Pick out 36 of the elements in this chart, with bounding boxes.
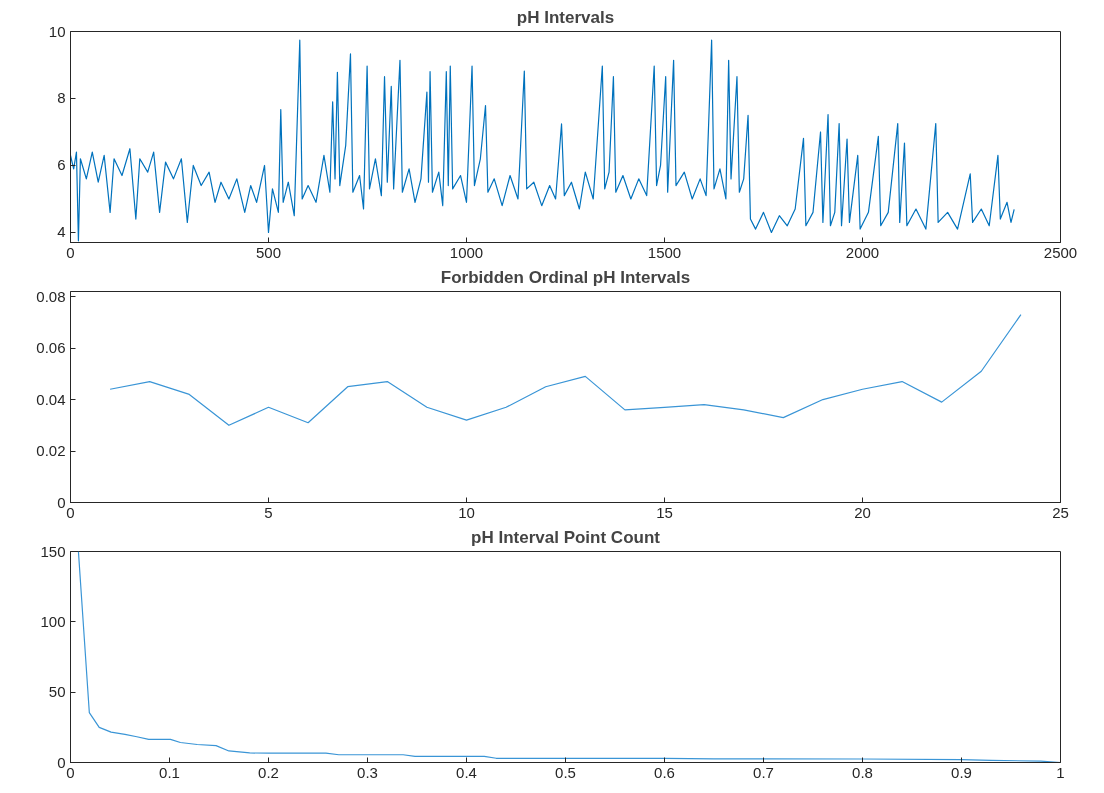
- x-tick-label: 0.3: [357, 763, 378, 781]
- x-tick-label: 10: [458, 503, 475, 521]
- x-tick-label: 0.4: [456, 763, 477, 781]
- x-tick-label: 500: [255, 243, 282, 261]
- chart-title: pH Interval Point Count: [471, 527, 661, 547]
- line-series: [109, 314, 1022, 426]
- y-tick-label: 0.06: [36, 339, 66, 357]
- y-tick-label: 150: [40, 542, 66, 560]
- x-tick-label: 1: [1056, 763, 1065, 781]
- y-tick-label: 100: [40, 612, 66, 630]
- x-tick-label: 0.1: [159, 763, 180, 781]
- x-tick-label: 20: [854, 503, 871, 521]
- y-tick-label: 0.02: [36, 442, 66, 460]
- chart-title: pH Intervals: [516, 7, 615, 27]
- x-tick-label: 0.8: [852, 763, 873, 781]
- y-tick-label: 0.04: [36, 390, 66, 408]
- y-tick-label: 8: [57, 89, 66, 107]
- y-tick-label: 50: [48, 683, 66, 701]
- x-tick-label: 1500: [647, 243, 682, 261]
- x-tick-label: 2000: [845, 243, 880, 261]
- y-tick-label: 4: [57, 223, 66, 241]
- y-tick-label: 10: [48, 22, 66, 40]
- chart-title: Forbidden Ordinal pH Intervals: [440, 267, 691, 287]
- x-tick-label: 1000: [449, 243, 484, 261]
- x-tick-label: 0.6: [654, 763, 675, 781]
- x-tick-label: 25: [1052, 503, 1069, 521]
- x-tick-label: 0.7: [753, 763, 774, 781]
- line-series: [70, 39, 1015, 242]
- y-tick-label: 0.08: [36, 287, 66, 305]
- y-tick-label: 6: [57, 156, 66, 174]
- x-tick-label: 5: [264, 503, 273, 521]
- x-tick-label: 15: [656, 503, 673, 521]
- x-tick-label: 2500: [1043, 243, 1078, 261]
- x-tick-label: 0.2: [258, 763, 279, 781]
- x-tick-label: 0.9: [951, 763, 972, 781]
- x-tick-label: 0.5: [555, 763, 576, 781]
